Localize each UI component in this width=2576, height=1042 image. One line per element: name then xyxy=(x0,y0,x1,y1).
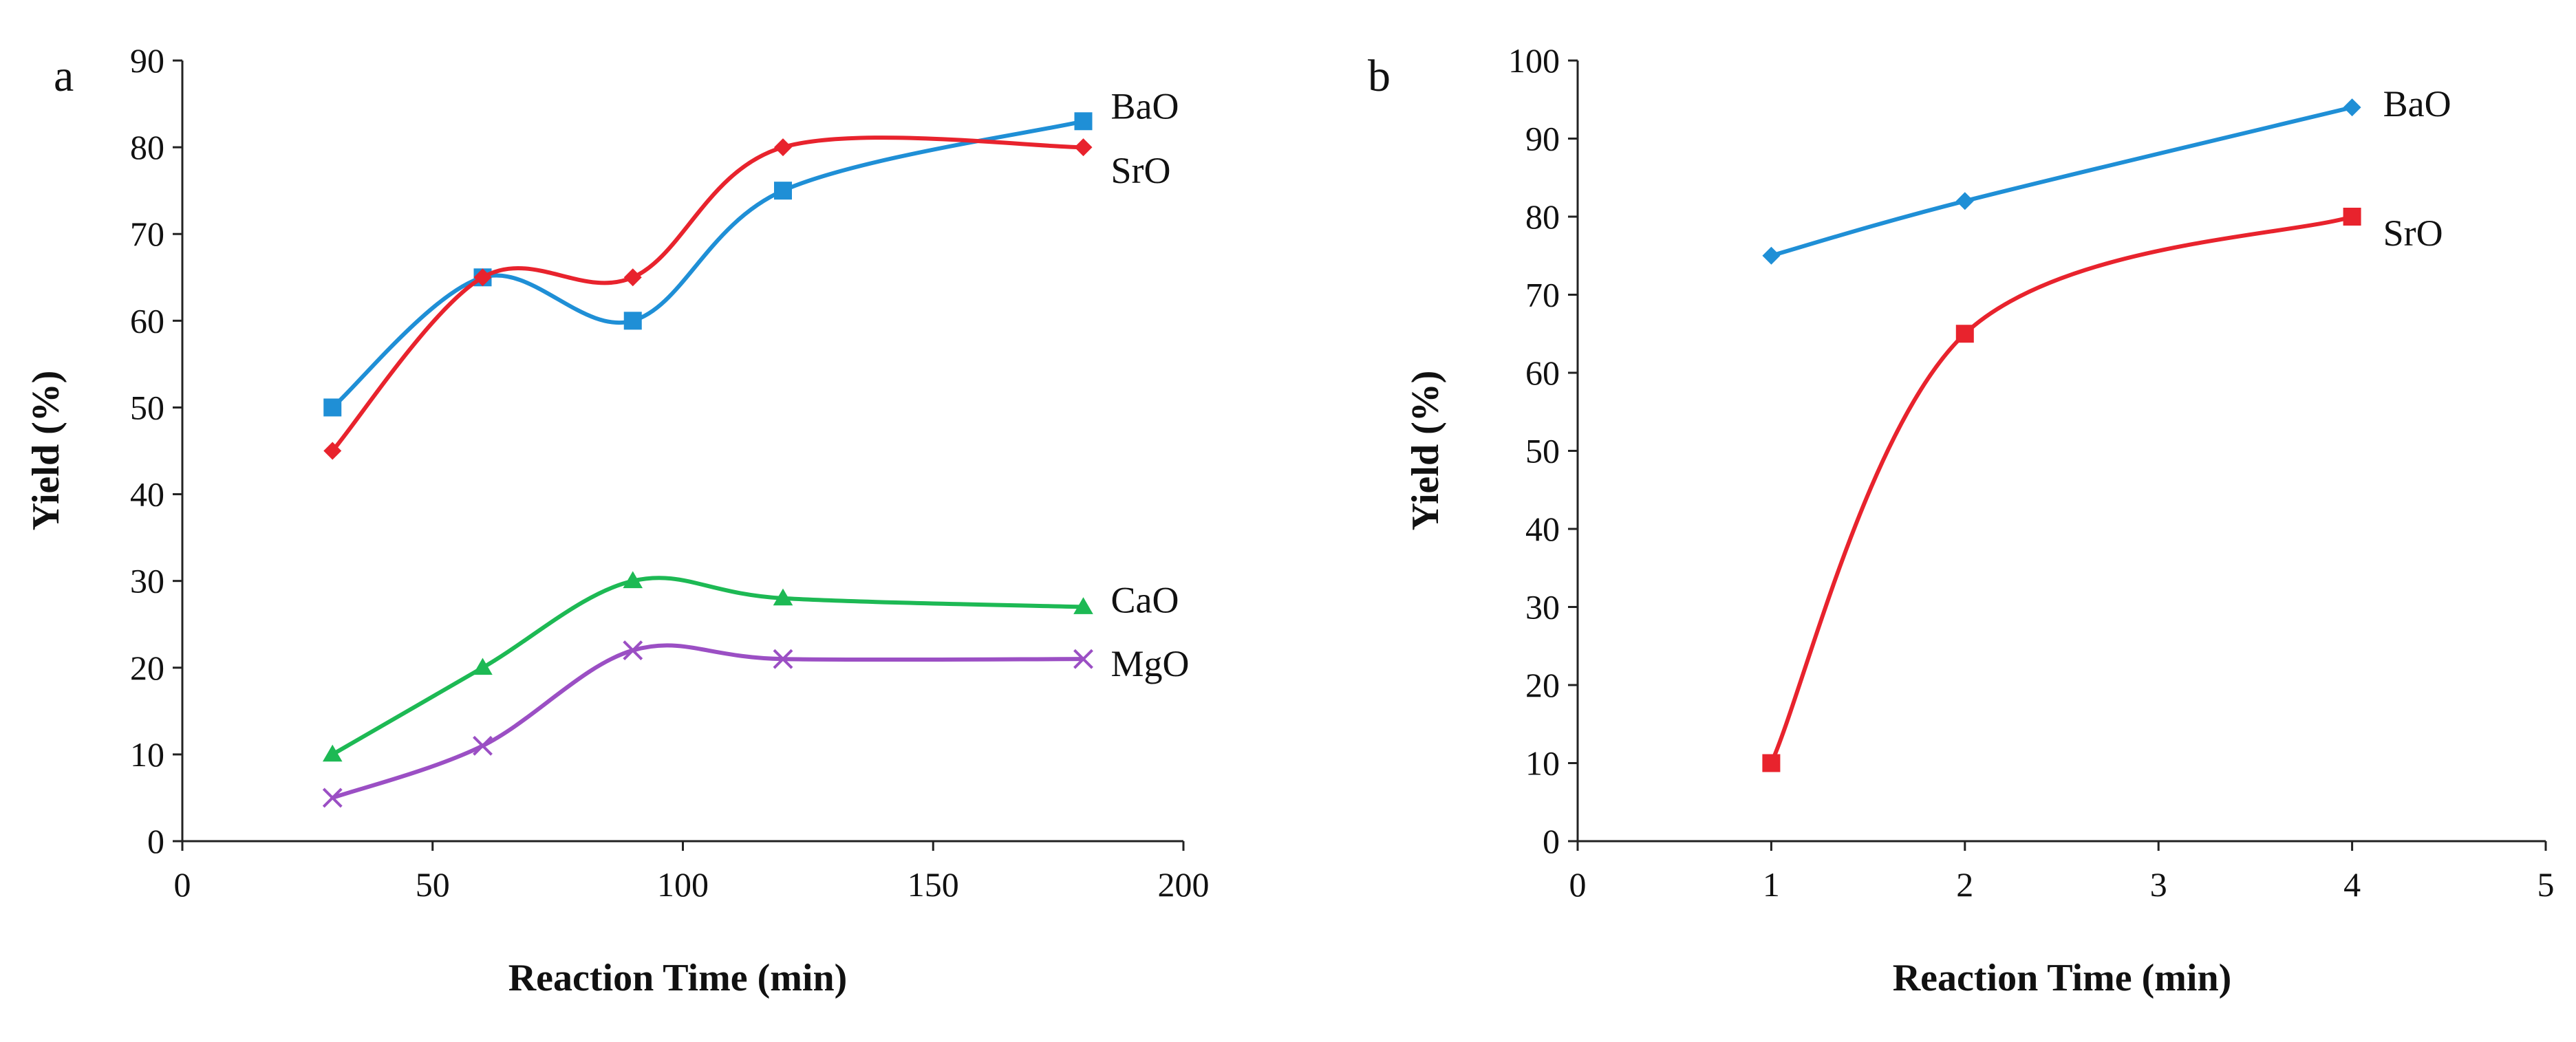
series-cao: CaO xyxy=(322,571,1179,762)
y-axis-title: Yield (%) xyxy=(1404,371,1447,531)
data-point-cao xyxy=(322,744,343,762)
series-line-sro xyxy=(330,135,1084,453)
series-line-bao xyxy=(1770,105,2353,258)
x-tick-label: 50 xyxy=(416,865,450,904)
series-line-bao xyxy=(331,119,1084,409)
y-tick-label: 60 xyxy=(1525,354,1560,392)
data-point-cao xyxy=(1073,597,1093,614)
data-point-sro xyxy=(323,442,342,460)
y-tick-label: 90 xyxy=(1525,120,1560,158)
y-tick-label: 30 xyxy=(1525,588,1560,627)
y-tick-label: 0 xyxy=(147,822,164,860)
series-label-mgo: MgO xyxy=(1111,643,1190,684)
x-tick-label: 0 xyxy=(174,865,191,904)
data-point-sro xyxy=(1762,754,1781,772)
y-tick-label: 10 xyxy=(130,735,164,774)
data-point-cao xyxy=(473,658,493,675)
x-tick-label: 3 xyxy=(2150,865,2167,904)
y-tick-label: 40 xyxy=(130,475,164,514)
data-point-sro xyxy=(623,268,642,287)
y-tick-label: 30 xyxy=(130,562,164,600)
series-bao: BaO xyxy=(1762,83,2451,265)
x-axis-title: Reaction Time (min) xyxy=(508,957,848,999)
data-point-bao xyxy=(323,398,342,417)
y-tick-label: 20 xyxy=(1525,666,1560,704)
data-point-bao xyxy=(774,182,792,200)
y-tick-label: 100 xyxy=(1508,41,1560,80)
series-line-mgo xyxy=(332,643,1084,800)
y-tick-label: 60 xyxy=(130,301,164,340)
data-point-sro xyxy=(1074,138,1093,157)
data-point-cao xyxy=(773,588,793,606)
y-tick-label: 50 xyxy=(130,388,164,426)
data-point-mgo xyxy=(773,649,793,669)
data-point-mgo xyxy=(1073,649,1093,669)
y-tick-label: 70 xyxy=(1525,276,1560,314)
x-tick-label: 2 xyxy=(1956,865,1973,904)
data-point-mgo xyxy=(322,788,343,808)
y-tick-label: 80 xyxy=(130,128,164,166)
x-tick-label: 150 xyxy=(908,865,959,904)
x-axis-title: Reaction Time (min) xyxy=(1893,957,2232,999)
data-point-mgo xyxy=(623,640,643,660)
series-sro: SrO xyxy=(1762,208,2443,772)
series-line-cao xyxy=(331,576,1084,757)
data-point-bao xyxy=(1074,112,1093,131)
panel-a: 0 10 20 30 40 50 60 70 80 90 0 50 100 150 200 Reaction … xyxy=(25,41,1210,999)
data-point-mgo xyxy=(473,735,493,756)
data-point-bao xyxy=(1955,192,1974,210)
y-tick-label: 40 xyxy=(1525,510,1560,548)
x-tick-label: 4 xyxy=(2343,865,2361,904)
y-tick-label: 80 xyxy=(1525,197,1560,236)
data-point-bao xyxy=(623,312,642,330)
series-label-cao: CaO xyxy=(1111,580,1179,621)
series-mgo: MgO xyxy=(322,640,1190,808)
x-tick-label: 5 xyxy=(2537,865,2555,904)
panel-b: 0 10 20 30 40 50 60 70 80 90 100 0 1 2 3 4 5 Reaction Tim… xyxy=(1368,41,2555,999)
x-tick-label: 0 xyxy=(1569,865,1587,904)
x-tick-label: 100 xyxy=(657,865,709,904)
series-label-bao: BaO xyxy=(2383,83,2451,124)
data-point-bao xyxy=(1762,246,1781,265)
panel-label: a xyxy=(54,51,74,101)
y-tick-label: 50 xyxy=(1525,432,1560,470)
x-tick-label: 1 xyxy=(1763,865,1780,904)
series-sro: SrO xyxy=(323,135,1171,460)
y-tick-label: 0 xyxy=(1543,822,1560,860)
x-tick-label: 200 xyxy=(1158,865,1210,904)
data-point-sro xyxy=(473,268,492,287)
series-line-sro xyxy=(1769,215,2353,764)
series-label-sro: SrO xyxy=(2383,213,2443,254)
panel-label: b xyxy=(1368,51,1391,101)
data-point-sro xyxy=(1955,325,1974,343)
data-point-bao xyxy=(2343,98,2361,117)
y-tick-label: 20 xyxy=(130,649,164,687)
data-point-sro xyxy=(774,138,792,157)
series-label-bao: BaO xyxy=(1111,85,1179,127)
y-tick-label: 90 xyxy=(130,41,164,80)
y-axis-title: Yield (%) xyxy=(25,371,67,531)
series-label-sro: SrO xyxy=(1111,150,1171,191)
series-bao: BaO xyxy=(323,85,1179,417)
data-point-cao xyxy=(623,571,643,589)
y-tick-label: 70 xyxy=(130,215,164,253)
y-tick-label: 10 xyxy=(1525,744,1560,783)
data-point-sro xyxy=(2343,208,2361,226)
